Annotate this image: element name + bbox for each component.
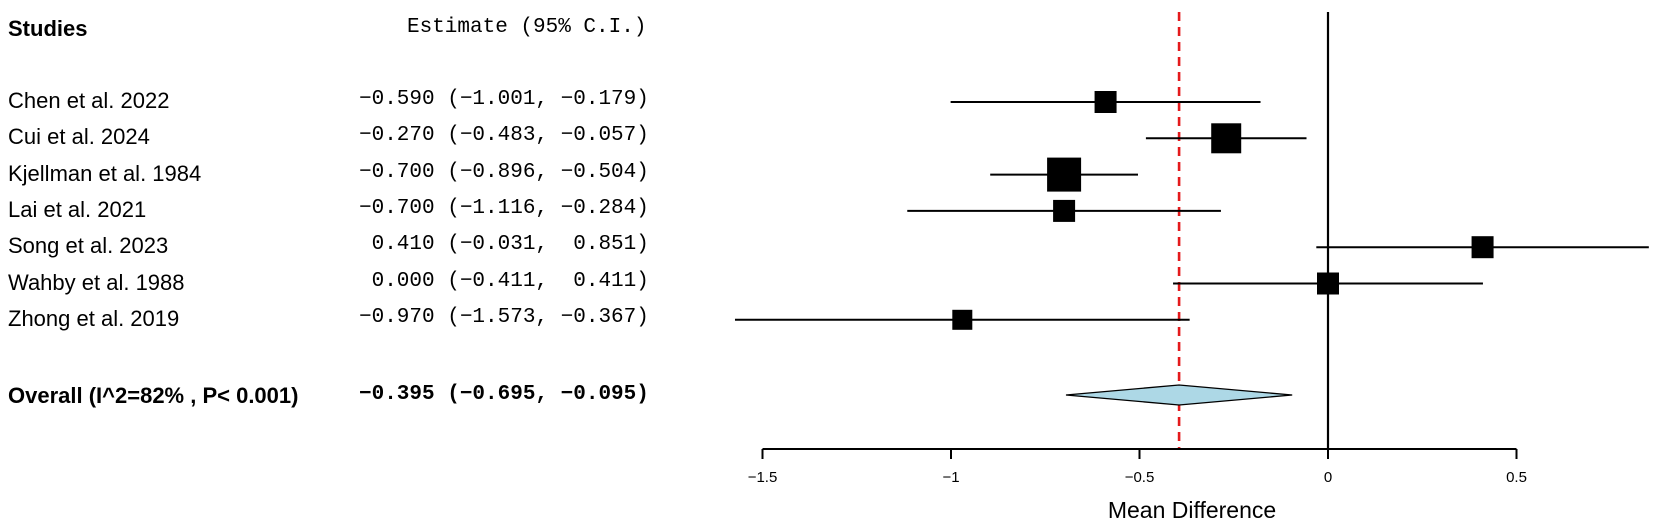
x-tick-label: 0.5 xyxy=(1506,469,1527,486)
study-estimate-marker xyxy=(1047,157,1082,192)
study-estimate: −0.970 (−1.573, −0.367) xyxy=(359,305,649,329)
overall-diamond xyxy=(1065,384,1293,406)
overall-label: Overall (I^2=82% , P< 0.001) xyxy=(8,383,299,408)
x-axis-title: Mean Difference xyxy=(1108,497,1276,523)
study-estimate: −0.700 (−0.896, −0.504) xyxy=(359,160,649,184)
x-tick-label: −1.5 xyxy=(748,469,778,486)
study-estimate-marker xyxy=(1094,91,1117,113)
study-estimate: −0.590 (−1.001, −0.179) xyxy=(359,88,649,111)
estimate-header: Estimate (95% C.I.) xyxy=(407,16,647,39)
x-tick-label: −1 xyxy=(942,469,959,486)
overall-estimate: −0.395 (−0.695, −0.095) xyxy=(359,383,649,406)
study-estimate: −0.700 (−1.116, −0.284) xyxy=(359,196,649,220)
x-tick-label: 0 xyxy=(1324,469,1332,486)
study-estimate: 0.410 (−0.031, 0.851) xyxy=(359,233,649,257)
study-estimate-marker xyxy=(1471,236,1494,259)
study-estimate-marker xyxy=(1317,272,1339,295)
study-label: Cui et al. 2024 xyxy=(8,124,150,150)
study-label: Zhong et al. 2019 xyxy=(8,305,180,331)
study-label: Lai et al. 2021 xyxy=(8,196,147,222)
study-label: Kjellman et al. 1984 xyxy=(8,160,202,186)
study-estimate: 0.000 (−0.411, 0.411) xyxy=(359,269,649,293)
study-label: Chen et al. 2022 xyxy=(8,88,170,113)
study-label: Song et al. 2023 xyxy=(8,233,169,259)
x-tick-label: −0.5 xyxy=(1125,469,1155,486)
study-estimate: −0.270 (−0.483, −0.057) xyxy=(359,124,649,148)
study-label: Wahby et al. 1988 xyxy=(8,269,185,295)
studies-header: Studies xyxy=(8,16,88,41)
study-estimate-marker xyxy=(1211,123,1242,154)
study-estimate-marker xyxy=(952,309,973,330)
study-estimate-marker xyxy=(1053,199,1076,222)
